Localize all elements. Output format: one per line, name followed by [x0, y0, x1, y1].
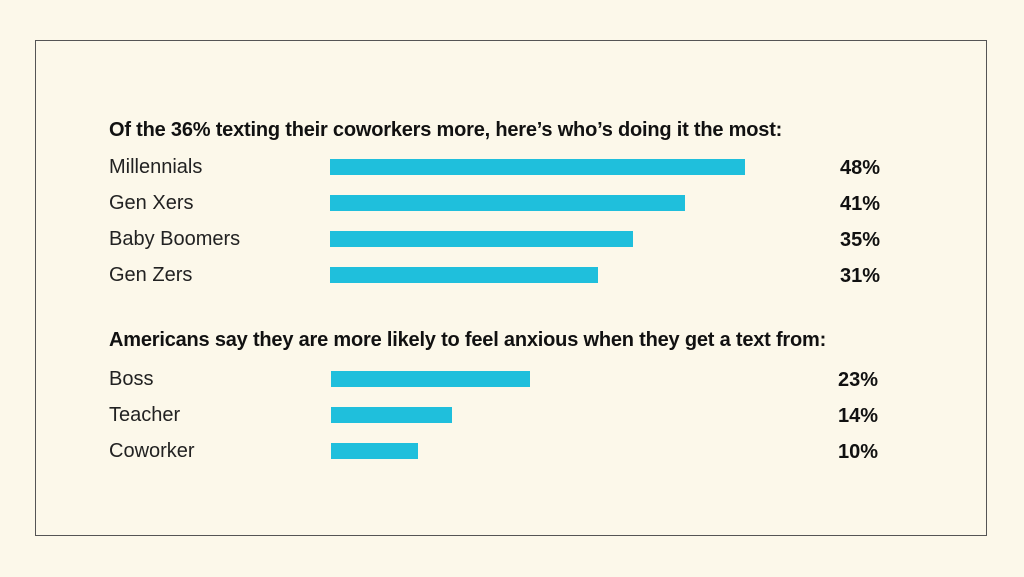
bar-coworker — [331, 443, 418, 459]
value-label: 23% — [838, 369, 879, 391]
category-label: Coworker — [109, 440, 195, 462]
bar-millennials — [330, 159, 746, 175]
category-label: Boss — [109, 368, 154, 390]
value-label: 14% — [838, 405, 879, 427]
bar-teacher — [331, 407, 453, 423]
bar-boss — [331, 371, 530, 387]
chart-title-2: Americans say they are more likely to fe… — [109, 329, 827, 351]
bar-gen-zers — [330, 267, 599, 283]
category-label: Gen Xers — [109, 192, 194, 214]
value-label: 48% — [840, 157, 881, 179]
category-label: Gen Zers — [109, 264, 193, 286]
category-label: Teacher — [109, 404, 181, 426]
value-label: 10% — [838, 441, 879, 463]
chart-title-1: Of the 36% texting their coworkers more,… — [109, 119, 783, 141]
value-label: 31% — [840, 265, 881, 287]
chart-frame — [35, 40, 987, 536]
bar-baby-boomers — [330, 231, 633, 247]
value-label: 35% — [840, 229, 881, 251]
category-label: Millennials — [109, 156, 203, 178]
category-label: Baby Boomers — [109, 228, 241, 250]
value-label: 41% — [840, 193, 881, 215]
bar-gen-xers — [330, 195, 685, 211]
